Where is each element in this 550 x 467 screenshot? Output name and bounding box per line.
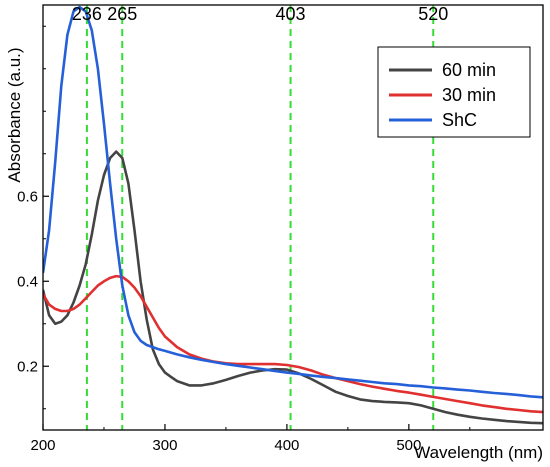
axis-ticks: 200 300 400 500 0.2 0.4 0.6: [17, 25, 471, 454]
legend-box: [377, 46, 531, 138]
reference-label-265: 265: [107, 4, 137, 24]
series-line-ShC: [43, 5, 543, 399]
y-tick-label-0.4: 0.4: [17, 273, 38, 290]
x-axis-label: Wavelength (nm): [414, 443, 543, 462]
legend-label-60-min: 60 min: [442, 60, 496, 80]
y-tick-label-0.6: 0.6: [17, 188, 38, 205]
y-axis-label: Absorbance (a.u.): [5, 47, 24, 182]
reference-label-403: 403: [276, 4, 306, 24]
y-tick-label-0.2: 0.2: [17, 358, 38, 375]
series-lines: [43, 5, 543, 425]
legend: 60 min 30 min ShC: [377, 46, 531, 138]
x-tick-label-400: 400: [274, 437, 299, 454]
reference-label-520: 520: [418, 4, 448, 24]
series-line-60-min: [43, 150, 543, 425]
plot-frame: [42, 4, 544, 431]
x-tick-label-200: 200: [30, 437, 55, 454]
x-tick-label-500: 500: [396, 437, 421, 454]
reference-lines: [85, 5, 435, 430]
reference-labels: 236 265 403 520: [72, 4, 448, 24]
x-tick-label-300: 300: [152, 437, 177, 454]
legend-label-ShC: ShC: [442, 110, 477, 130]
reference-label-236: 236: [72, 4, 102, 24]
legend-label-30-min: 30 min: [442, 85, 496, 105]
